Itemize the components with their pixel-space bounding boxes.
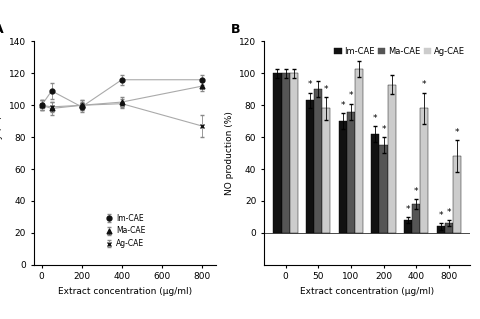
Bar [355, 69, 363, 233]
Bar [436, 226, 444, 233]
Text: *: * [308, 80, 312, 89]
Bar [314, 89, 323, 233]
Text: *: * [340, 101, 345, 110]
Text: A: A [0, 23, 3, 35]
Text: *: * [455, 128, 459, 137]
X-axis label: Extract concentration (μg/ml): Extract concentration (μg/ml) [58, 287, 192, 296]
Bar [339, 121, 347, 233]
Bar [323, 108, 331, 233]
Bar [282, 73, 290, 233]
Y-axis label: NO production (%): NO production (%) [225, 111, 234, 195]
X-axis label: Extract concentration (μg/ml): Extract concentration (μg/ml) [300, 287, 434, 296]
Bar [404, 220, 412, 233]
Text: *: * [446, 208, 451, 217]
Text: *: * [406, 205, 410, 214]
Text: *: * [324, 85, 329, 94]
Legend: Im-CAE, Ma-CAE, Ag-CAE: Im-CAE, Ma-CAE, Ag-CAE [103, 212, 147, 250]
Text: *: * [381, 125, 386, 134]
Bar [444, 223, 453, 233]
Text: *: * [438, 211, 443, 220]
Bar [347, 112, 355, 233]
Bar [379, 145, 387, 233]
Bar [387, 85, 396, 233]
Legend: Im-CAE, Ma-CAE, Ag-CAE: Im-CAE, Ma-CAE, Ag-CAE [333, 46, 466, 58]
Text: *: * [422, 80, 427, 89]
Bar [420, 108, 428, 233]
Text: *: * [373, 114, 378, 123]
Text: *: * [348, 92, 353, 100]
Bar [412, 204, 420, 233]
Y-axis label: Cell viability (%): Cell viability (%) [0, 116, 3, 190]
Bar [453, 156, 461, 233]
Bar [290, 73, 298, 233]
Text: B: B [231, 23, 240, 35]
Bar [371, 134, 379, 233]
Bar [274, 73, 282, 233]
Bar [306, 100, 314, 233]
Text: *: * [414, 187, 419, 196]
